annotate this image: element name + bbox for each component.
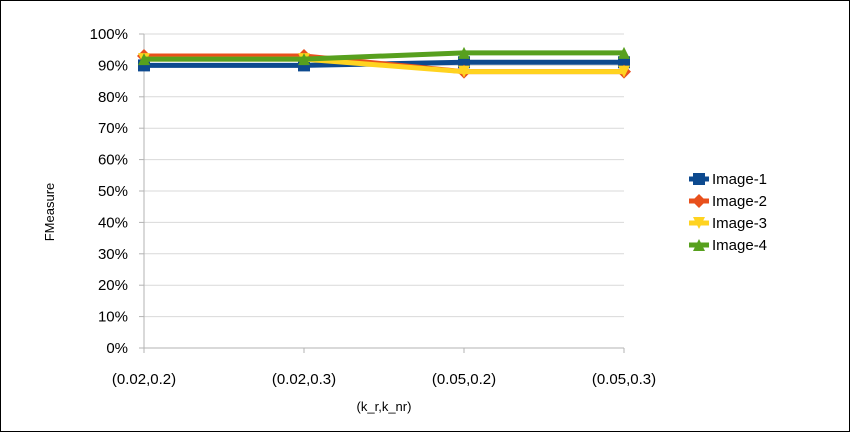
data-point-marker <box>618 65 630 78</box>
x-tick-label: (0.05,0.3) <box>592 371 656 388</box>
series-image-4 <box>138 46 630 66</box>
y-tick-label: 90% <box>98 57 128 74</box>
legend-label: Image-3 <box>712 215 767 232</box>
data-point-marker <box>458 65 470 78</box>
y-tick-label: 10% <box>98 309 128 326</box>
series-line <box>144 50 624 62</box>
legend-item: Image-2 <box>689 193 767 210</box>
y-tick-labels: 0% 10% 20% 30% 40% 50% 60% 70% 80% 90% 100% <box>90 26 128 357</box>
y-tick-label: 50% <box>98 183 128 200</box>
data-point-marker <box>458 46 470 59</box>
x-tick-label: (0.02,0.2) <box>112 371 176 388</box>
data-point-marker <box>298 53 310 66</box>
legend-item: Image-3 <box>689 215 767 232</box>
x-tick-label: (0.02,0.3) <box>272 371 336 388</box>
y-tick-label: 60% <box>98 152 128 169</box>
legend-marker <box>693 217 705 229</box>
y-tick-label: 70% <box>98 120 128 137</box>
legend-label: Image-2 <box>712 193 767 210</box>
series-layer <box>137 46 631 79</box>
y-tick-label: 80% <box>98 89 128 106</box>
legend-label: Image-4 <box>712 237 767 254</box>
legend-marker <box>693 239 705 251</box>
y-tick-label: 20% <box>98 277 128 294</box>
axes <box>139 33 625 353</box>
legend-item: Image-4 <box>689 237 767 254</box>
x-tick-label: (0.05,0.2) <box>432 371 496 388</box>
y-axis-label: FMeasure <box>42 183 57 242</box>
legend-label: Image-1 <box>712 171 767 188</box>
data-point-marker <box>618 56 630 69</box>
data-point-marker <box>458 56 470 69</box>
x-tick-labels: (0.02,0.2) (0.02,0.3) (0.05,0.2) (0.05,0.3) <box>112 371 656 388</box>
y-tick-label: 100% <box>90 26 128 43</box>
y-tick-label: 40% <box>98 214 128 231</box>
legend-marker <box>693 173 705 185</box>
legend-item: Image-1 <box>689 171 767 188</box>
data-point-marker <box>618 46 630 59</box>
grid-lines <box>144 33 624 318</box>
y-tick-label: 30% <box>98 246 128 263</box>
legend-marker <box>692 194 706 208</box>
x-axis-label: (k_r,k_nr) <box>357 399 412 414</box>
y-tick-label: 0% <box>106 340 128 357</box>
legend: Image-1 Image-2 Image-3 Image-4 <box>689 171 767 254</box>
data-point-marker <box>138 53 150 66</box>
